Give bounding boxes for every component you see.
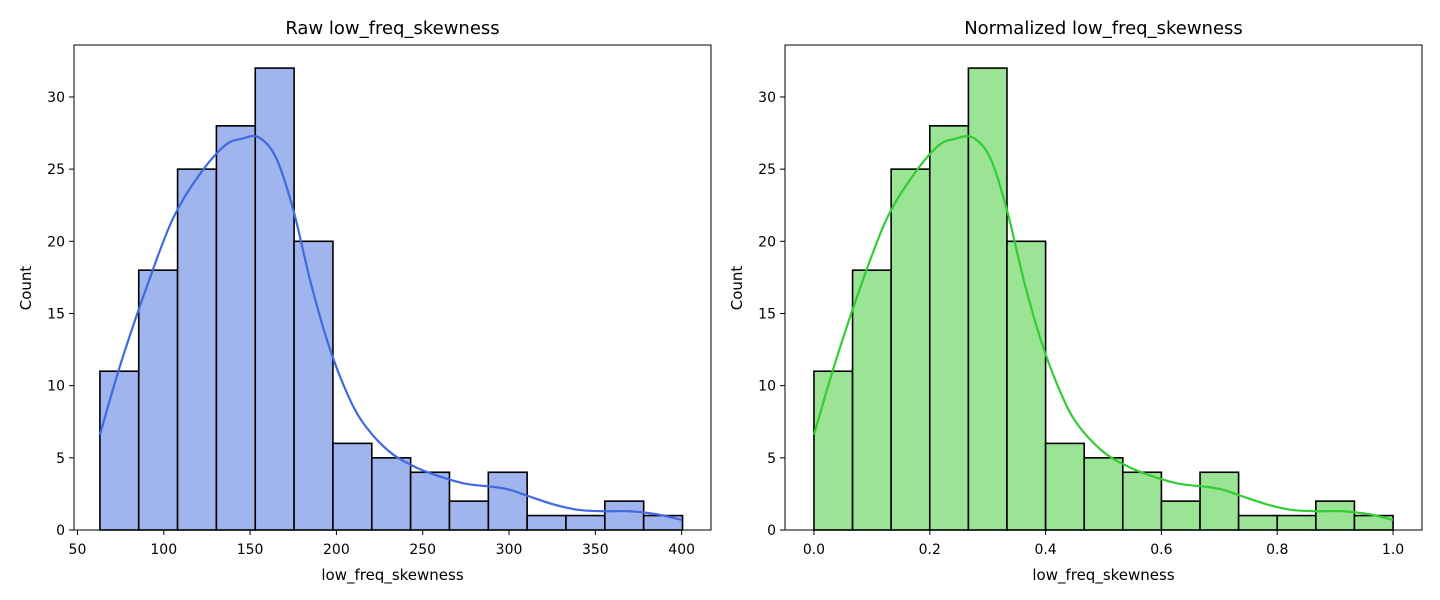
y-tick-label: 20 [758, 234, 776, 250]
y-tick-label: 25 [47, 162, 65, 178]
histogram-bar [890, 168, 931, 531]
histogram-bar [1160, 500, 1201, 531]
histogram-bar [370, 457, 412, 531]
x-tick-label: 300 [496, 542, 523, 558]
x-tick-label: 200 [323, 542, 350, 558]
y-tick-label: 15 [758, 306, 776, 322]
histogram-bar [1083, 457, 1124, 531]
y-axis-label: Count [728, 266, 746, 311]
panel-normalized: Normalized low_freq_skewness 0.0 0.2 0.4 0.… [728, 18, 1423, 585]
y-tick-label: 5 [767, 451, 776, 467]
x-axis-label: low_freq_skewness [1032, 566, 1174, 585]
x-tick-label: 400 [668, 542, 695, 558]
histogram-bar [293, 240, 334, 531]
histogram-bar [813, 370, 854, 531]
histogram-bar [565, 514, 606, 531]
y-tick-label: 15 [47, 306, 65, 322]
y-tick-label: 20 [47, 234, 65, 250]
histogram-bar [851, 269, 892, 531]
histogram-bar [1237, 514, 1279, 531]
histogram-bar [1276, 514, 1317, 531]
histogram-bar [176, 168, 218, 531]
kde-line [812, 134, 1394, 521]
panel-raw: Raw low_freq_skewness 50 100 150 200 250 300 3… [17, 18, 712, 585]
y-tick-label: 5 [56, 451, 65, 467]
histogram-bar [448, 500, 490, 531]
histogram-bar [215, 125, 257, 531]
x-tick-label: 0.4 [1034, 542, 1056, 558]
x-tick-label: 0.0 [803, 542, 825, 558]
histogram-bar [254, 67, 295, 531]
histogram-bar [1006, 240, 1047, 531]
x-tick-label: 0.2 [919, 542, 941, 558]
histogram-bar [487, 471, 528, 531]
histogram-bar [1121, 471, 1163, 531]
y-axis-label: Count [17, 266, 35, 311]
histogram-bar [604, 500, 645, 531]
plot-area: 0.0 0.2 0.4 0.6 0.8 1.0 0 5 10 15 20 25 30 [758, 44, 1423, 558]
histogram-bar [1199, 471, 1240, 531]
y-tick-label: 0 [767, 523, 776, 539]
x-tick-label: 100 [150, 542, 177, 558]
y-tick-label: 10 [47, 379, 65, 395]
x-tick-label: 0.6 [1150, 542, 1172, 558]
x-tick-label: 1.0 [1382, 542, 1404, 558]
histogram-bar [1315, 500, 1356, 531]
chart-title: Normalized low_freq_skewness [964, 18, 1243, 39]
y-tick-label: 30 [47, 90, 65, 106]
plot-area: 50 100 150 200 250 300 350 400 0 5 10 15 20 25 30 [47, 44, 712, 558]
y-tick-label: 10 [758, 379, 776, 395]
x-axis-label: low_freq_skewness [321, 566, 463, 585]
histogram-bar [332, 442, 373, 531]
x-tick-label: 0.8 [1266, 542, 1288, 558]
chart-title: Raw low_freq_skewness [285, 18, 499, 39]
axes-frame [73, 44, 712, 531]
y-tick-label: 0 [56, 523, 65, 539]
histogram-bar [928, 125, 970, 531]
x-tick-label: 150 [237, 542, 264, 558]
histogram-bar [137, 269, 179, 531]
y-tick-label: 25 [758, 162, 776, 178]
x-tick-label: 350 [582, 542, 609, 558]
x-tick-label: 250 [409, 542, 436, 558]
kde-line [98, 134, 682, 521]
histogram-bar [409, 471, 451, 531]
x-tick-label: 50 [69, 542, 87, 558]
histogram-bar [1044, 442, 1086, 531]
histogram-bar [99, 370, 140, 531]
y-tick-label: 30 [758, 90, 776, 106]
axes-frame [784, 44, 1423, 531]
histogram-bar [526, 514, 567, 531]
